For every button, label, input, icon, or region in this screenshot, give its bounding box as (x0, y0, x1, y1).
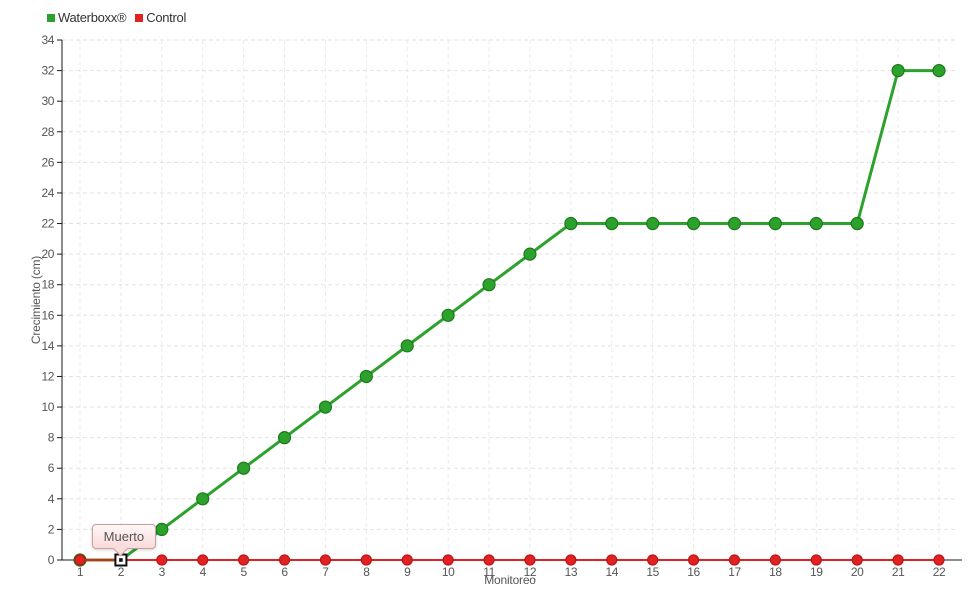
y-tick-label: 14 (41, 339, 54, 353)
x-tick-label: 10 (442, 565, 455, 579)
y-tick-label: 32 (41, 64, 54, 78)
data-point-control-15[interactable] (647, 554, 659, 566)
data-point-waterboxx-8[interactable] (359, 369, 373, 384)
legend-label-control: Control (146, 10, 187, 25)
data-point-control-6[interactable] (278, 554, 291, 566)
x-tick-label: 22 (933, 565, 946, 579)
x-tick-label: 12 (524, 565, 537, 579)
data-point-waterboxx-16[interactable] (686, 216, 701, 231)
data-point-control-19[interactable] (810, 554, 822, 566)
x-tick-label: 14 (605, 565, 618, 579)
x-tick-label: 13 (565, 565, 578, 579)
data-point-control-9[interactable] (401, 554, 413, 566)
data-point-control-17[interactable] (728, 554, 741, 566)
data-point-waterboxx-5[interactable] (237, 461, 251, 475)
tooltip-muerto: Muerto (91, 524, 156, 549)
data-point-control-13[interactable] (565, 554, 577, 566)
y-tick-label: 22 (41, 217, 54, 231)
data-point-control-18[interactable] (769, 554, 781, 566)
x-axis-title: Monitoreo (484, 573, 536, 587)
legend-swatch-waterboxx-icon (47, 13, 55, 22)
selected-point-marker-dot (119, 558, 123, 562)
data-point-control-7[interactable] (319, 554, 332, 566)
data-point-waterboxx-15[interactable] (646, 216, 660, 231)
x-tick-label: 7 (322, 565, 329, 579)
y-tick-label: 20 (41, 247, 54, 261)
x-tick-label: 4 (200, 565, 207, 579)
data-point-waterboxx-3[interactable] (155, 522, 169, 537)
data-point-control-14[interactable] (606, 554, 618, 566)
data-point-waterboxx-21[interactable] (891, 63, 905, 78)
x-tick-label: 8 (363, 565, 370, 579)
data-point-control-20[interactable] (851, 554, 863, 566)
x-tick-label: 2 (118, 565, 125, 579)
x-tick-label: 6 (281, 565, 288, 579)
data-point-waterboxx-4[interactable] (196, 492, 210, 506)
y-tick-label: 12 (41, 369, 54, 383)
data-point-control-10[interactable] (442, 554, 454, 566)
data-point-waterboxx-7[interactable] (318, 400, 333, 414)
legend-label-waterboxx: Waterboxx® (58, 10, 127, 25)
x-tick-label: 21 (892, 565, 905, 579)
legend-swatch-control-icon (135, 13, 144, 22)
data-point-control-22[interactable] (933, 554, 945, 566)
data-point-waterboxx-18[interactable] (768, 216, 782, 231)
x-tick-label: 17 (728, 565, 741, 579)
legend: Waterboxx® Control (47, 10, 186, 25)
data-point-waterboxx-12[interactable] (523, 247, 537, 261)
data-point-control-4[interactable] (197, 554, 209, 566)
data-point-control-21[interactable] (892, 554, 904, 566)
data-point-waterboxx-6[interactable] (277, 431, 292, 445)
data-point-control-1[interactable] (74, 554, 86, 566)
y-tick-label: 6 (48, 461, 55, 475)
data-point-control-16[interactable] (687, 554, 700, 566)
data-point-waterboxx-19[interactable] (809, 216, 823, 231)
x-tick-label: 11 (483, 565, 495, 579)
data-point-control-8[interactable] (360, 554, 372, 566)
y-tick-label: 24 (41, 186, 54, 200)
data-point-waterboxx-22[interactable] (932, 63, 946, 78)
series-line-waterboxx (80, 69, 939, 562)
data-point-control-12[interactable] (524, 554, 536, 566)
y-tick-label: 18 (41, 278, 54, 292)
data-point-waterboxx-13[interactable] (564, 216, 578, 231)
y-tick-label: 8 (48, 431, 55, 445)
data-point-control-5[interactable] (238, 554, 250, 566)
x-tick-label: 15 (646, 565, 659, 579)
y-tick-label: 30 (41, 94, 54, 108)
x-tick-label: 3 (159, 565, 166, 579)
x-tick-label: 18 (769, 565, 782, 579)
data-point-waterboxx-17[interactable] (727, 216, 742, 231)
x-tick-label: 1 (77, 565, 84, 579)
x-tick-label: 20 (851, 565, 864, 579)
y-tick-label: 10 (41, 400, 54, 414)
data-point-waterboxx-10[interactable] (441, 308, 455, 322)
y-tick-label: 2 (48, 522, 55, 536)
y-tick-label: 0 (48, 553, 55, 567)
x-tick-label: 5 (240, 565, 247, 579)
data-point-control-11[interactable] (483, 554, 495, 566)
data-point-waterboxx-20[interactable] (850, 216, 864, 231)
data-point-waterboxx-11[interactable] (482, 278, 496, 292)
y-tick-label: 28 (41, 125, 54, 139)
legend-item-control[interactable]: Control (135, 10, 186, 25)
x-tick-label: 9 (404, 565, 411, 579)
legend-item-waterboxx[interactable]: Waterboxx® (47, 10, 127, 25)
y-tick-label: 4 (48, 492, 55, 506)
x-tick-label: 19 (810, 565, 823, 579)
data-point-waterboxx-14[interactable] (605, 216, 619, 231)
y-tick-label: 26 (41, 155, 54, 169)
y-tick-label: 16 (41, 308, 54, 322)
data-point-control-3[interactable] (156, 554, 168, 566)
x-tick-label: 16 (687, 565, 700, 579)
data-point-waterboxx-9[interactable] (400, 339, 414, 353)
y-tick-label: 34 (41, 33, 54, 47)
